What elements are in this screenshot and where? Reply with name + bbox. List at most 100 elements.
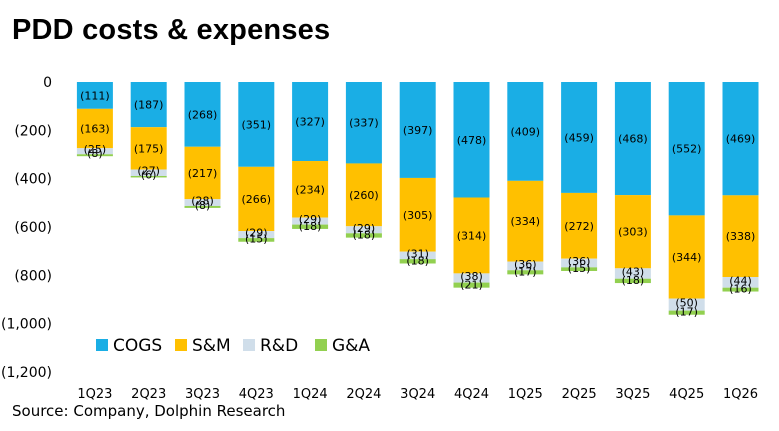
legend-item-sandm: S&M [175,336,231,356]
data-label-randd: (31) [406,247,429,260]
bar-cogs [614,82,651,196]
legend-label: G&A [332,336,370,356]
data-label-sandm: (163) [80,123,110,136]
data-label-randd: (38) [460,270,483,283]
legend: COGS S&M R&D G&A [96,336,370,356]
x-tick-label: 3Q23 [185,387,220,402]
bar-ganda [614,278,651,284]
data-label-ganda: (17) [675,306,698,319]
data-label-cogs: (478) [457,134,487,147]
data-label-cogs: (111) [80,89,110,102]
bar-cogs [722,82,759,196]
chart-title: PDD costs & expenses [12,14,331,46]
y-tick-label: (200) [14,123,52,139]
legend-swatch [96,339,108,351]
bar-cogs [76,82,113,109]
data-label-sandm: (217) [188,167,218,180]
bar-cogs [453,82,490,198]
data-label-sandm: (334) [511,215,541,228]
x-tick-label: 2Q24 [346,387,381,402]
bar-cogs [184,82,221,147]
data-label-sandm: (305) [403,209,433,222]
data-label-randd: (29) [245,227,268,240]
bar-cogs [130,82,167,128]
bar-ganda [184,205,221,208]
data-label-ganda: (18) [406,254,429,267]
y-tick-label: (600) [14,220,52,236]
data-label-cogs: (469) [726,133,756,146]
bar-randd [453,273,490,283]
data-label-sandm: (266) [242,193,272,206]
bar-sandm [561,192,598,259]
x-tick-label: 1Q23 [77,387,112,402]
bar-sandm [76,108,113,149]
data-labels: (111)(163)(25)(8)(187)(175)(27)(6)(268)(… [80,89,755,318]
y-axis: 0 (200) (400) (600) (800) (1,000) (1,200) [1,75,52,381]
bar-ganda [561,267,598,271]
y-tick-label: (800) [14,268,52,284]
x-tick-label: 1Q25 [508,387,543,402]
bar-ganda [507,270,544,275]
data-label-sandm: (314) [457,229,487,242]
legend-swatch [175,339,187,351]
legend-label: S&M [192,336,231,356]
data-label-ganda: (18) [353,229,376,242]
legend-item-randd: R&D [243,336,298,356]
legend-item-ganda: G&A [315,336,370,356]
x-tick-label: 2Q23 [131,387,166,402]
bar-sandm [238,166,275,232]
bar-sandm [399,177,436,252]
legend-swatch [243,339,255,351]
data-label-ganda: (8) [87,147,103,160]
x-tick-label: 4Q25 [669,387,704,402]
x-tick-label: 4Q23 [239,387,274,402]
data-label-randd: (36) [568,255,591,268]
bar-ganda [238,238,275,242]
bar-sandm [614,195,651,269]
bars [76,82,759,315]
data-label-cogs: (351) [242,118,272,131]
x-tick-label: 3Q24 [400,387,435,402]
bar-sandm [292,161,329,218]
data-label-cogs: (409) [511,125,541,138]
x-tick-label: 1Q26 [723,387,758,402]
legend-swatch [315,339,327,351]
bar-sandm [668,215,705,299]
y-tick-label: (1,200) [1,365,52,381]
data-label-randd: (27) [137,165,160,178]
data-label-sandm: (272) [564,220,594,233]
data-label-ganda: (18) [299,220,322,233]
data-label-ganda: (18) [622,274,645,287]
bar-randd [614,268,651,279]
bar-cogs [399,82,436,178]
bar-cogs [292,82,329,162]
bar-sandm [453,197,490,274]
bar-randd [345,226,382,234]
data-label-randd: (43) [622,266,645,279]
data-label-randd: (25) [84,143,107,156]
x-tick-label: 3Q25 [615,387,650,402]
bar-cogs [668,82,705,216]
bar-cogs [507,82,544,181]
data-label-ganda: (15) [245,233,268,246]
data-label-ganda: (17) [514,265,537,278]
data-label-sandm: (303) [618,226,648,239]
bar-randd [507,261,544,271]
data-label-randd: (44) [729,274,752,287]
x-tick-label: 2Q25 [562,387,597,402]
data-label-ganda: (6) [141,168,157,181]
data-label-randd: (36) [514,258,537,271]
bar-randd [184,199,221,206]
data-label-cogs: (337) [349,117,379,130]
bar-randd [292,217,329,225]
bar-sandm [722,195,759,278]
data-label-cogs: (268) [188,108,218,121]
bar-ganda [722,287,759,292]
y-tick-label: (400) [14,172,52,188]
x-tick-label: 4Q24 [454,387,489,402]
bar-ganda [345,233,382,238]
data-label-ganda: (21) [460,279,483,292]
bar-cogs [561,82,598,193]
bar-ganda [130,176,167,178]
